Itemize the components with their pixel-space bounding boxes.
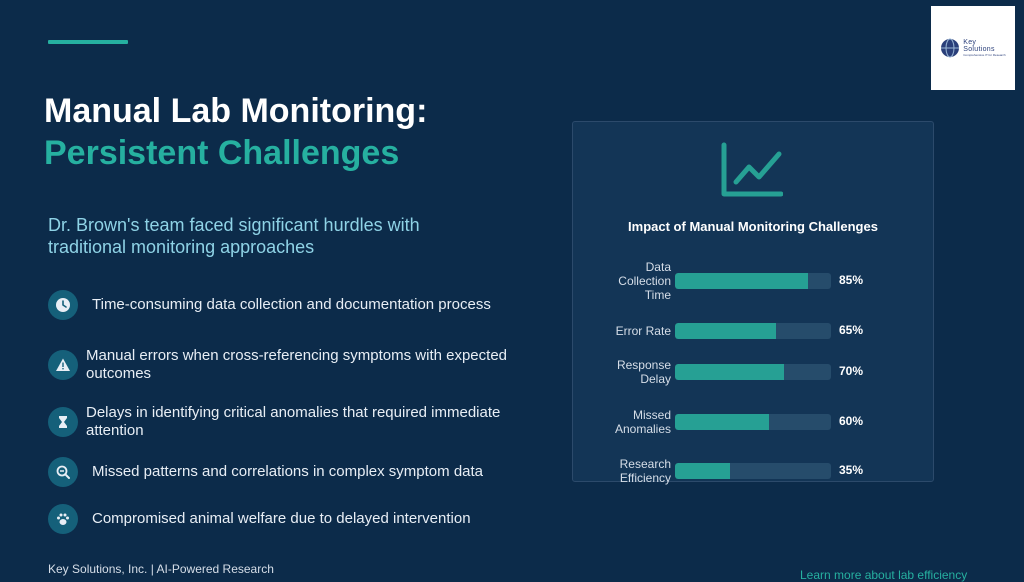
value-label: 65% [839, 323, 864, 337]
logo-name: Key [963, 39, 977, 46]
list-item-text: Manual errors when cross-referencing sym… [86, 347, 508, 382]
list-item: Delays in identifying critical anomalies… [48, 404, 518, 440]
list-item: Time-consuming data collection and docum… [48, 290, 491, 320]
category-label: Data Collection Time [618, 260, 671, 302]
value-label: 35% [839, 463, 864, 477]
list-item: Manual errors when cross-referencing sym… [48, 347, 518, 383]
value-label: 60% [839, 414, 864, 428]
logo-tagline: Comprehensive IT for Research [963, 53, 1006, 57]
title-line-1: Manual Lab Monitoring: [44, 92, 428, 130]
magnifier-minus-icon [48, 457, 78, 487]
category-label: Error Rate [615, 324, 671, 338]
clock-icon [48, 290, 78, 320]
list-item-text: Missed patterns and correlations in comp… [92, 463, 484, 480]
paw-icon [48, 504, 78, 534]
company-logo: Key Solutions Comprehensive IT for Resea… [931, 6, 1015, 90]
bar-track [675, 414, 831, 430]
bar [675, 463, 730, 479]
bar-track [675, 463, 831, 479]
hourglass-icon [48, 407, 78, 437]
list-item: Missed patterns and correlations in comp… [48, 457, 483, 487]
chart-panel: Impact of Manual Monitoring Challenges D… [572, 121, 934, 485]
title-line-2: Persistent Challenges [44, 134, 400, 172]
value-label: 70% [839, 364, 864, 378]
learn-more-link[interactable]: Learn more about lab efficiency [800, 568, 968, 582]
bar [675, 414, 769, 430]
accent-line [48, 40, 128, 44]
category-label: Research Efficiency [619, 457, 671, 485]
category-label: Missed Anomalies [614, 408, 671, 436]
bar [675, 273, 808, 289]
page-title: Manual Lab Monitoring: Persistent Challe… [44, 90, 427, 174]
bar-track [675, 273, 831, 289]
bar-track [675, 364, 831, 380]
chart-title: Impact of Manual Monitoring Challenges [628, 219, 878, 234]
category-label: Response Delay [616, 358, 671, 386]
list-item: Compromised animal welfare due to delaye… [48, 504, 471, 534]
bar-track [675, 323, 831, 339]
bar [675, 364, 785, 380]
list-item-text: Compromised animal welfare due to delaye… [92, 510, 471, 527]
logo-globe-icon [941, 38, 960, 58]
list-item-text: Time-consuming data collection and docum… [92, 296, 491, 313]
line-chart-icon [721, 142, 783, 197]
subtitle: Dr. Brown's team faced significant hurdl… [48, 215, 420, 257]
logo-name-2: Solutions [963, 46, 995, 53]
bar [675, 323, 777, 339]
warning-icon [48, 350, 78, 380]
list-item-text: Delays in identifying critical anomalies… [86, 404, 501, 439]
footer-text: Key Solutions, Inc. | AI-Powered Researc… [48, 562, 274, 576]
value-label: 85% [839, 273, 864, 287]
